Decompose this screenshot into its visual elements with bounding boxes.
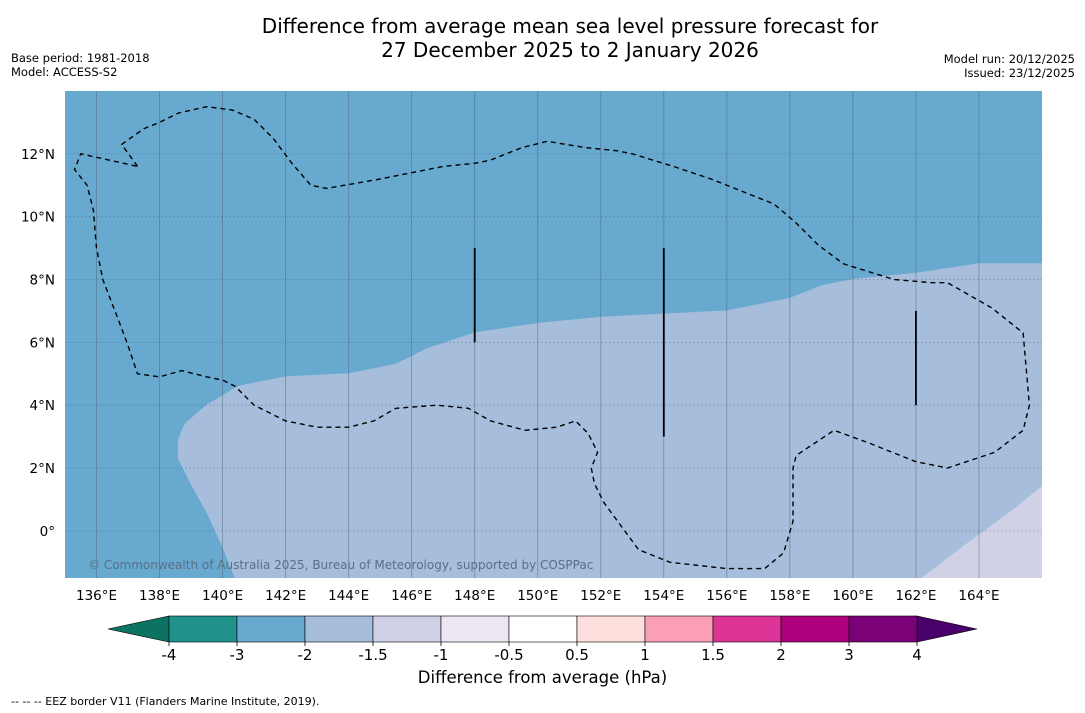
x-tick-label: 144°E xyxy=(328,588,369,604)
anomaly-region-2 xyxy=(921,486,1042,578)
colorbar-tick-label: 2 xyxy=(776,646,786,664)
y-tick-label: 4°N xyxy=(30,398,55,414)
colorbar-bin xyxy=(576,615,646,643)
colorbar-bin xyxy=(440,615,510,643)
colorbar-tick-label: -0.5 xyxy=(494,646,523,664)
meta-left: Base period: 1981-2018 Model: ACCESS-S2 xyxy=(11,51,150,79)
colorbar-bin xyxy=(508,615,578,643)
title-line-1: Difference from average mean sea level p… xyxy=(261,14,879,38)
colorbar-label: Difference from average (hPa) xyxy=(417,668,668,687)
colorbar-tick-label: 4 xyxy=(912,646,922,664)
issued-date: Issued: 23/12/2025 xyxy=(964,66,1075,80)
x-tick-label: 146°E xyxy=(391,588,432,604)
colorbar-extend-low xyxy=(107,615,170,643)
colorbar-bin xyxy=(168,615,238,643)
x-tick-label: 164°E xyxy=(958,588,999,604)
x-tick-label: 142°E xyxy=(265,588,306,604)
x-tick-label: 148°E xyxy=(454,588,495,604)
colorbar-bin xyxy=(372,615,442,643)
colorbar-bin xyxy=(236,615,306,643)
copyright-notice: © Commonwealth of Australia 2025, Bureau… xyxy=(88,558,593,572)
x-tick-label: 156°E xyxy=(706,588,747,604)
y-tick-label: 8°N xyxy=(30,273,55,289)
colorbar-tick-label: 1.5 xyxy=(701,646,725,664)
model-name: Model: ACCESS-S2 xyxy=(11,65,118,79)
x-tick-label: 160°E xyxy=(832,588,873,604)
colorbar-extend-high xyxy=(916,615,978,643)
colorbar-tick-label: -4 xyxy=(162,646,177,664)
x-tick-label: 154°E xyxy=(643,588,684,604)
base-period: Base period: 1981-2018 xyxy=(11,51,150,65)
x-tick-label: 140°E xyxy=(202,588,243,604)
y-tick-label: 6°N xyxy=(30,335,55,351)
x-tick-label: 138°E xyxy=(139,588,180,604)
model-run: Model run: 20/12/2025 xyxy=(943,52,1075,66)
colorbar-bin xyxy=(848,615,918,643)
colorbar-bin xyxy=(712,615,782,643)
colorbar-tick-label: -3 xyxy=(230,646,245,664)
eez-footnote: -- -- -- EEZ border V11 (Flanders Marine… xyxy=(11,695,320,708)
x-tick-label: 136°E xyxy=(76,588,117,604)
colorbar-tick-label: -1.5 xyxy=(358,646,387,664)
title-line-2: 27 December 2025 to 2 January 2026 xyxy=(381,38,759,62)
colorbar-bin xyxy=(304,615,374,643)
colorbar-tick-label: -1 xyxy=(434,646,449,664)
chart-title: Difference from average mean sea level p… xyxy=(0,14,1085,62)
colorbar-tick-label: 0.5 xyxy=(565,646,589,664)
x-tick-label: 158°E xyxy=(769,588,810,604)
y-tick-label: 10°N xyxy=(21,210,55,226)
colorbar-tick-label: 1 xyxy=(640,646,650,664)
x-tick-label: 152°E xyxy=(580,588,621,604)
colorbar-bin xyxy=(644,615,714,643)
colorbar-tick-label: 3 xyxy=(844,646,854,664)
colorbar-tick-label: -2 xyxy=(298,646,313,664)
colorbar-bin xyxy=(780,615,850,643)
x-tick-label: 150°E xyxy=(517,588,558,604)
y-tick-label: 0° xyxy=(40,524,55,540)
y-tick-label: 12°N xyxy=(21,147,55,163)
y-tick-label: 2°N xyxy=(30,461,55,477)
x-tick-label: 162°E xyxy=(895,588,936,604)
eez-border-0 xyxy=(73,105,1031,570)
meta-right: Model run: 20/12/2025 Issued: 23/12/2025 xyxy=(944,52,1075,80)
